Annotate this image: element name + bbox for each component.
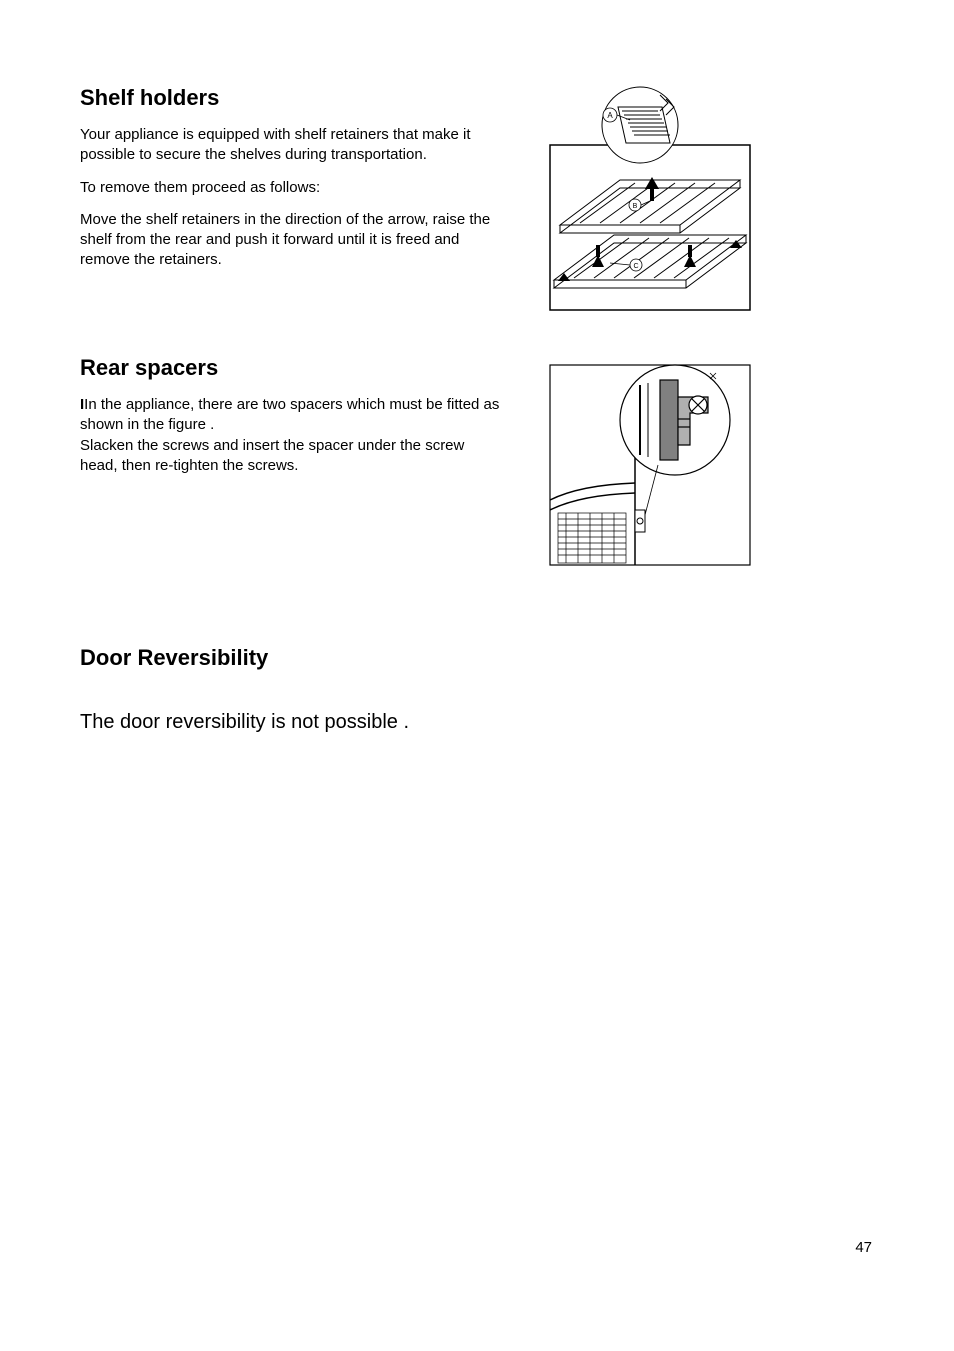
shelf-text-column: Shelf holders Your appliance is equipped… [80, 85, 500, 283]
shelf-heading: Shelf holders [80, 85, 500, 111]
page-number: 47 [855, 1239, 872, 1256]
spacers-paragraph-2: Slacken the screws and insert the spacer… [80, 436, 500, 477]
door-heading: Door Reversibility [80, 645, 874, 671]
shelf-label-b: B [633, 203, 638, 210]
manual-page: Shelf holders Your appliance is equipped… [0, 0, 954, 1351]
spacers-heading: Rear spacers [80, 355, 500, 381]
shelf-paragraph-2: To remove them proceed as follows: [80, 178, 500, 198]
spacers-figure-column [540, 355, 760, 575]
shelf-label-c: C [633, 263, 638, 270]
shelf-label-a: A [607, 111, 613, 120]
shelf-figure-column: A [540, 85, 760, 315]
door-body: The door reversibility is not possible . [80, 711, 874, 734]
spacers-paragraph-1: IIn the appliance, there are two spacers… [80, 395, 500, 436]
shelf-paragraph-1: Your appliance is equipped with shelf re… [80, 125, 500, 166]
spacers-diagram-icon [540, 355, 760, 575]
shelf-holders-section: Shelf holders Your appliance is equipped… [80, 85, 874, 315]
spacers-p1-rest: In the appliance, there are two spacers … [80, 396, 499, 433]
rear-spacers-section: Rear spacers IIn the appliance, there ar… [80, 355, 874, 575]
door-reversibility-section: Door Reversibility The door reversibilit… [80, 645, 874, 734]
spacers-text-column: Rear spacers IIn the appliance, there ar… [80, 355, 500, 488]
shelf-paragraph-3: Move the shelf retainers in the directio… [80, 210, 500, 271]
shelf-diagram-icon: A [540, 85, 760, 315]
